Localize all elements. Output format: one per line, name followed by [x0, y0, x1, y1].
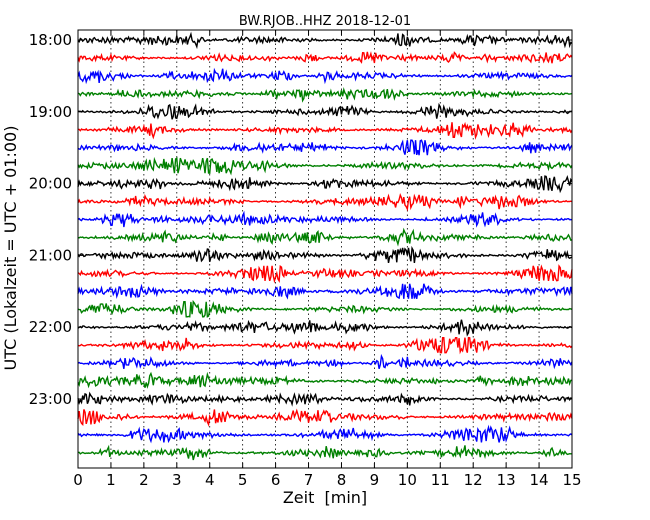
- y-axis-ticks: 18:00 19:00 20:00 21:00 22:00 23:00: [29, 31, 572, 408]
- x-tick-label: 1: [106, 471, 116, 489]
- trace-2330: [77, 424, 573, 444]
- x-tick-label: 3: [172, 471, 182, 489]
- x-axis-label: Zeit [min]: [283, 488, 367, 507]
- trace-2200: [77, 319, 573, 337]
- x-tick-label: 10: [398, 471, 417, 489]
- trace-1800: [77, 31, 573, 50]
- x-tick-label: 11: [431, 471, 450, 489]
- x-tick-label: 9: [370, 471, 380, 489]
- x-tick-label: 15: [562, 471, 581, 489]
- x-tick-label: 8: [337, 471, 347, 489]
- y-axis-label: UTC (Lokalzeit = UTC + 01:00): [1, 126, 20, 371]
- x-tick-label: 5: [238, 471, 248, 489]
- trace-1845: [77, 87, 573, 103]
- y-tick-label: 18:00: [29, 31, 72, 49]
- trace-2045: [78, 227, 573, 247]
- x-tick-label: 14: [530, 471, 549, 489]
- x-tick-label: 4: [205, 471, 215, 489]
- y-tick-label: 22:00: [29, 318, 72, 336]
- plot-frame: [77, 29, 573, 469]
- x-tick-label: 2: [139, 471, 149, 489]
- trace-2015: [77, 193, 573, 212]
- traces: [77, 31, 573, 461]
- trace-1930: [77, 139, 573, 156]
- x-tick-label: 12: [464, 471, 483, 489]
- x-axis-ticks: 0 1 2 3 4 5 6 7 8 9 10 11 12 13 14 15: [73, 30, 582, 489]
- x-tick-label: 7: [304, 471, 314, 489]
- trace-2300: [77, 391, 573, 407]
- trace-2145: [77, 299, 573, 318]
- y-tick-label: 20:00: [29, 175, 72, 193]
- trace-1815: [77, 51, 573, 64]
- trace-2115: [77, 264, 573, 284]
- trace-2345: [77, 444, 573, 461]
- trace-1900: [77, 102, 573, 120]
- x-gridlines: [110, 30, 540, 468]
- plot-area: [78, 30, 572, 468]
- trace-1915: [77, 121, 573, 140]
- trace-1830: [77, 67, 573, 85]
- trace-2000: [77, 174, 573, 194]
- trace-2230: [77, 353, 573, 370]
- chart-title: BW.RJOB..HHZ 2018-12-01: [239, 14, 411, 29]
- trace-1945: [77, 156, 573, 176]
- trace-2130: [77, 283, 573, 300]
- y-tick-label: 21:00: [29, 246, 72, 264]
- y-tick-label: 23:00: [29, 390, 72, 408]
- trace-2100: [77, 245, 573, 264]
- trace-2215: [77, 336, 573, 355]
- trace-2030: [77, 210, 573, 228]
- x-tick-label: 6: [271, 471, 281, 489]
- trace-2315: [77, 408, 573, 427]
- y-tick-label: 19:00: [29, 103, 72, 121]
- trace-2245: [77, 371, 573, 389]
- x-tick-label: 0: [73, 471, 83, 489]
- x-tick-label: 13: [497, 471, 516, 489]
